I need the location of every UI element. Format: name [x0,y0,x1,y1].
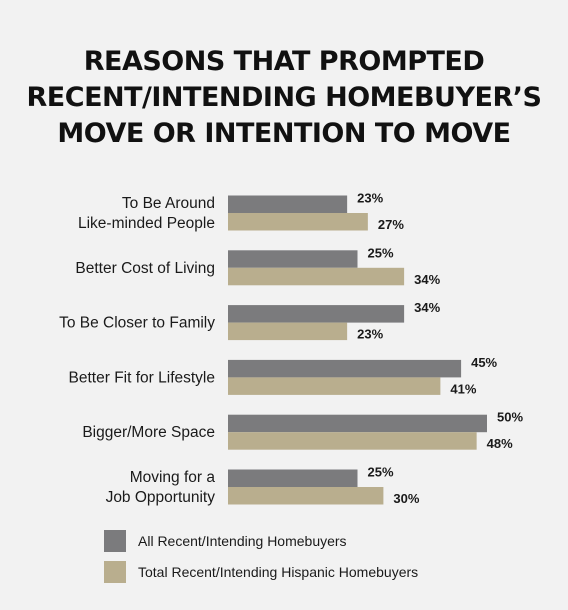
bar-all-homebuyers [228,250,358,268]
category-label: Bigger/More Space [82,424,215,441]
title-line-2: RECENT/INTENDING HOMEBUYER’S [26,82,542,113]
legend-label: Total Recent/Intending Hispanic Homebuye… [138,564,418,580]
bar-hispanic-homebuyers [228,267,405,286]
bar-hispanic-homebuyers [228,377,441,395]
category-label: Moving for a [130,469,216,486]
value-label-all: 34% [414,300,440,315]
legend-swatch [104,530,126,552]
bar-all-homebuyers [228,359,462,378]
chart-title: REASONS THAT PROMPTED RECENT/INTENDING H… [0,44,568,152]
legend-label: All Recent/Intending Homebuyers [138,533,347,549]
value-label-hispanic: 30% [393,491,419,506]
legend-swatch [104,561,126,583]
category-label: Job Opportunity [106,489,216,506]
bar-hispanic-homebuyers [228,432,477,450]
category-label: To Be Around [122,195,215,212]
value-label-all: 25% [368,245,394,260]
bar-hispanic-homebuyers [228,487,384,505]
value-label-all: 23% [357,191,383,206]
bar-hispanic-homebuyers [228,213,368,231]
category-label: Like-minded People [78,215,215,232]
category-label: Better Cost of Living [75,260,215,277]
bar-all-homebuyers [228,414,487,433]
category-label: To Be Closer to Family [59,315,215,332]
title-line-3: MOVE OR INTENTION TO MOVE [57,118,511,149]
title-line-1: REASONS THAT PROMPTED [83,46,485,77]
value-label-hispanic: 34% [414,272,440,287]
value-label-all: 45% [471,355,497,370]
value-label-all: 25% [368,465,394,480]
bar-hispanic-homebuyers [228,322,348,341]
value-label-hispanic: 48% [487,436,513,451]
bar-all-homebuyers [228,469,358,487]
value-label-all: 50% [497,410,523,425]
category-label: Better Fit for Lifestyle [69,369,215,386]
bar-all-homebuyers [228,195,348,213]
value-label-hispanic: 27% [378,217,404,232]
value-label-hispanic: 41% [450,381,476,396]
value-label-hispanic: 23% [357,327,383,342]
bar-all-homebuyers [228,305,405,323]
